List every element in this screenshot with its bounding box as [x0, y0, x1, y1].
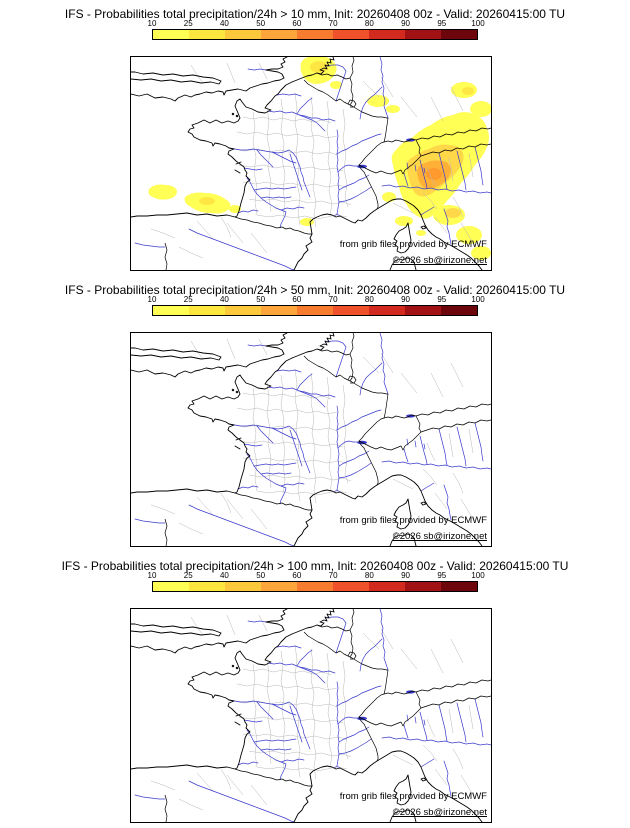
colorbar-segment	[369, 30, 405, 39]
panel-precip-gt-10mm: IFS - Probabilities total precipitation/…	[0, 0, 630, 276]
colorbar-segment	[441, 30, 477, 39]
colorbar-gradient-bar	[152, 305, 478, 316]
colorbar-tick-label: 70	[328, 19, 338, 28]
colorbar-tick-label: 95	[437, 19, 447, 28]
credit-copyright: ©2026 sb@irizone.net	[392, 255, 487, 266]
colorbar-segment	[225, 306, 261, 315]
map-france: from grib files provided by ECMWF ©2026 …	[130, 608, 492, 823]
colorbar-tick-label: 95	[437, 571, 447, 580]
colorbar-tick-label: 10	[147, 295, 157, 304]
colorbar-segment	[441, 582, 477, 591]
colorbar: 10 25 40 50 60 70 80 90 95 100	[148, 295, 485, 316]
credit-provider: from grib files provided by ECMWF	[339, 239, 487, 250]
colorbar-segment	[405, 582, 441, 591]
colorbar-tick-label: 80	[364, 295, 374, 304]
colorbar: 10 25 40 50 60 70 80 90 95 100	[148, 19, 485, 40]
colorbar-tick-label: 25	[183, 19, 193, 28]
colorbar-segment	[225, 30, 261, 39]
colorbar-segment	[261, 30, 297, 39]
credit-copyright: ©2026 sb@irizone.net	[392, 807, 487, 818]
colorbar-segment	[405, 30, 441, 39]
credit-provider: from grib files provided by ECMWF	[339, 791, 487, 802]
colorbar-segment	[153, 582, 189, 591]
colorbar-segment	[153, 306, 189, 315]
colorbar-tick-label: 90	[401, 571, 410, 580]
colorbar-tick-label: 60	[292, 295, 302, 304]
colorbar-tick-label: 80	[364, 19, 374, 28]
colorbar-tick-label: 100	[471, 571, 485, 580]
panel-title: IFS - Probabilities total precipitation/…	[61, 559, 569, 573]
colorbar-segment	[225, 582, 261, 591]
colorbar-tick-label: 60	[292, 19, 302, 28]
colorbar-segment	[333, 30, 369, 39]
colorbar-tick-label: 60	[292, 571, 302, 580]
colorbar-segment	[369, 306, 405, 315]
colorbar-tick-label: 90	[401, 19, 410, 28]
colorbar-tick-label: 70	[328, 571, 338, 580]
colorbar-segment	[189, 582, 225, 591]
colorbar-segment	[297, 306, 333, 315]
colorbar-tick-label: 40	[219, 19, 229, 28]
colorbar-segment	[261, 582, 297, 591]
colorbar-segment	[297, 582, 333, 591]
colorbar-tick-label: 10	[147, 571, 157, 580]
colorbar-segment	[369, 582, 405, 591]
panel-precip-gt-50mm: IFS - Probabilities total precipitation/…	[0, 276, 630, 552]
colorbar-tick-label: 95	[437, 295, 447, 304]
panel-title: IFS - Probabilities total precipitation/…	[64, 7, 566, 21]
colorbar-tick-label: 25	[183, 571, 193, 580]
colorbar-segment	[333, 306, 369, 315]
colorbar-tick-label: 90	[401, 295, 410, 304]
map-france: from grib files provided by ECMWF ©2026 …	[130, 332, 492, 547]
colorbar-tick-label: 100	[471, 19, 485, 28]
colorbar-tick-label: 80	[364, 571, 374, 580]
colorbar-tick-label: 40	[219, 295, 229, 304]
colorbar-tick-label: 70	[328, 295, 338, 304]
colorbar-tick-label: 50	[256, 19, 266, 28]
colorbar-tick-labels: 10 25 40 50 60 70 80 90 95 100	[148, 19, 485, 29]
precipitation-overlay	[148, 57, 491, 260]
colorbar-tick-label: 50	[256, 295, 266, 304]
colorbar-segment	[189, 30, 225, 39]
colorbar-tick-labels: 10 25 40 50 60 70 80 90 95 100	[148, 295, 485, 305]
map-france: from grib files provided by ECMWF ©2026 …	[130, 56, 492, 271]
colorbar-tick-label: 50	[256, 571, 266, 580]
colorbar-segment	[297, 30, 333, 39]
colorbar-segment	[441, 306, 477, 315]
colorbar-tick-label: 10	[147, 19, 157, 28]
credit-copyright: ©2026 sb@irizone.net	[392, 531, 487, 542]
panel-title: IFS - Probabilities total precipitation/…	[64, 283, 566, 297]
colorbar-tick-label: 100	[471, 295, 485, 304]
colorbar-segment	[261, 306, 297, 315]
colorbar-segment	[333, 582, 369, 591]
credit-provider: from grib files provided by ECMWF	[339, 515, 487, 526]
colorbar-gradient-bar	[152, 581, 478, 592]
colorbar-tick-label: 40	[219, 571, 229, 580]
colorbar-segment	[405, 306, 441, 315]
colorbar-tick-label: 25	[183, 295, 193, 304]
colorbar-segment	[153, 30, 189, 39]
colorbar: 10 25 40 50 60 70 80 90 95 100	[148, 571, 485, 592]
colorbar-segment	[189, 306, 225, 315]
colorbar-gradient-bar	[152, 29, 478, 40]
colorbar-tick-labels: 10 25 40 50 60 70 80 90 95 100	[148, 571, 485, 581]
panel-precip-gt-100mm: IFS - Probabilities total precipitation/…	[0, 552, 630, 828]
